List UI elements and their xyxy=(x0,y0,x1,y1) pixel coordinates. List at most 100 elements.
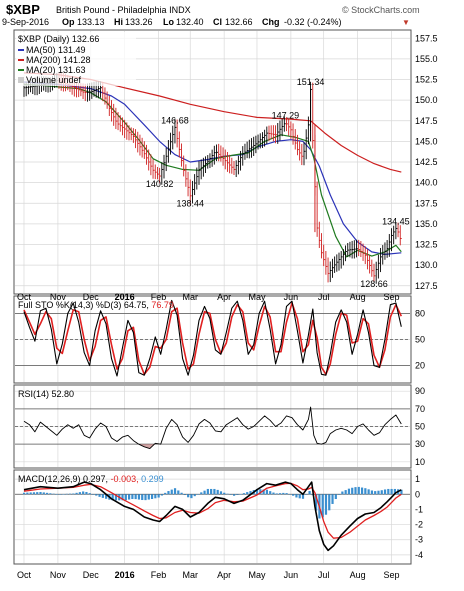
macd-histogram-bar xyxy=(39,491,42,495)
macd-histogram-bar xyxy=(183,494,186,496)
macd-histogram-bar xyxy=(364,488,367,495)
macd-histogram-bar xyxy=(150,494,154,499)
legend-ma50: MA(50) 131.49 xyxy=(26,45,86,55)
macd-histogram-bar xyxy=(105,494,108,499)
macd-histogram-bar xyxy=(269,491,272,495)
rsi-y-tick-label: 90 xyxy=(415,386,425,396)
gridlines xyxy=(15,31,410,563)
macd-histogram-bar xyxy=(210,488,213,495)
macd-histogram-bar xyxy=(246,492,249,495)
x-label-bottom: Aug xyxy=(350,570,366,580)
price-annotation: 147.29 xyxy=(272,110,300,120)
macd-histogram-bar xyxy=(68,493,72,495)
macd-histogram-bar xyxy=(331,494,334,504)
macd-legend-base: MACD(12,26,9) 0.297, xyxy=(18,474,108,484)
macd-histogram-bar xyxy=(98,494,101,497)
macd-histogram-bar xyxy=(206,488,209,495)
macd-histogram-bar xyxy=(203,490,206,495)
open-label: Op xyxy=(62,17,75,27)
macd-histogram-bar xyxy=(255,488,259,495)
price-y-tick-label: 127.5 xyxy=(415,281,438,291)
macd-histogram-bar xyxy=(101,494,104,498)
x-label-bottom: Jun xyxy=(284,570,299,580)
macd-histogram-bar xyxy=(114,494,118,501)
macd-histogram-bar xyxy=(62,493,65,495)
macd-histogram-bar xyxy=(321,494,324,518)
x-label-bottom: Nov xyxy=(50,570,67,580)
price-y-tick-label: 155.0 xyxy=(415,54,438,64)
macd-histogram-bar xyxy=(180,492,183,495)
macd-histogram-bar xyxy=(242,493,246,495)
macd-histogram-bar xyxy=(78,492,81,495)
down-arrow-icon: ▼ xyxy=(402,18,410,27)
legend-ma200: MA(200) 141.28 xyxy=(26,55,91,65)
price-annotation: 140.82 xyxy=(146,179,174,189)
price-y-tick-label: 157.5 xyxy=(415,33,438,43)
x-label-bottom: Oct xyxy=(17,570,32,580)
macd-histogram-bar xyxy=(236,494,239,495)
low-value: 132.40 xyxy=(176,17,204,27)
macd-histogram-bar xyxy=(249,491,252,495)
close-label: Cl xyxy=(213,17,222,27)
macd-histogram-bar xyxy=(233,494,236,496)
macd-histogram-bar xyxy=(400,489,403,495)
change-label: Chg xyxy=(262,17,280,27)
price-y-tick-label: 152.5 xyxy=(415,75,438,85)
rsi-y-tick-label: 70 xyxy=(415,404,425,414)
macd-histogram-bar xyxy=(393,488,396,495)
high-value: 133.26 xyxy=(125,17,153,27)
price-legend: $XBP (Daily) 132.66 MA(50) 131.49 MA(200… xyxy=(16,32,136,86)
macd-histogram-bar xyxy=(370,490,374,495)
macd-histogram-bar xyxy=(190,494,193,499)
x-label-mid: Jun xyxy=(284,292,299,302)
price-y-tick-label: 137.5 xyxy=(415,198,438,208)
macd-y-tick-label: 0 xyxy=(415,489,420,499)
macd-histogram-bar xyxy=(328,494,331,511)
macd-histogram-bar xyxy=(282,492,285,495)
x-label-mid: May xyxy=(248,292,266,302)
macd-histogram-bar xyxy=(278,493,282,495)
macd-histogram-bar xyxy=(344,490,347,495)
legend-volume: Volume undef xyxy=(26,75,82,85)
instrument-name: British Pound - Philadelphia INDX xyxy=(56,5,191,15)
macd-histogram-bar xyxy=(367,489,370,495)
price-y-tick-label: 147.5 xyxy=(415,116,438,126)
macd-histogram-bar xyxy=(141,494,144,501)
macd-histogram-bar xyxy=(223,492,226,495)
macd-y-tick-label: -4 xyxy=(415,550,423,560)
price-y-tick-label: 130.0 xyxy=(415,260,438,270)
macd-histogram-bar xyxy=(173,488,177,495)
macd-histogram-bar xyxy=(383,489,387,495)
macd-histogram-bar xyxy=(216,489,219,495)
macd-legend: MACD(12,26,9) 0.297, -0.003, 0.299 xyxy=(18,474,164,484)
x-label-mid: Apr xyxy=(217,292,231,302)
macd-histogram-bar xyxy=(32,492,36,495)
legend-price: $XBP (Daily) 132.66 xyxy=(18,34,99,44)
macd-histogram-bar xyxy=(85,491,88,495)
macd-histogram-bar xyxy=(59,494,62,495)
legend-ma20: MA(20) 131.63 xyxy=(26,65,86,75)
macd-legend-signal: -0.003, xyxy=(111,474,139,484)
macd-histogram-bar xyxy=(226,493,229,495)
macd-histogram-bar xyxy=(137,494,141,500)
macd-histogram-bar xyxy=(354,487,357,495)
macd-histogram-bar xyxy=(187,494,190,498)
macd-signal-line xyxy=(23,482,402,539)
change-value: -0.32 (-0.24%) xyxy=(284,17,342,27)
price-y-tick-label: 145.0 xyxy=(415,136,438,146)
price-y-tick-label: 140.0 xyxy=(415,178,438,188)
macd-histogram-bar xyxy=(308,490,311,495)
sto-legend-d: 76.79 xyxy=(151,300,174,310)
price-annotation: 138.44 xyxy=(176,198,204,208)
macd-histogram-bar xyxy=(164,492,167,495)
macd-histogram-bar xyxy=(134,494,137,500)
macd-histogram-bar xyxy=(229,494,232,495)
price-y-tick-label: 142.5 xyxy=(415,157,438,167)
rsi-y-tick-label: 10 xyxy=(415,457,425,467)
macd-histogram-bar xyxy=(65,493,68,495)
macd-histogram-bar xyxy=(170,489,173,495)
macd-histogram-bar xyxy=(154,494,157,499)
sto-plot xyxy=(23,299,403,377)
price-y-tick-label: 132.5 xyxy=(415,240,438,250)
